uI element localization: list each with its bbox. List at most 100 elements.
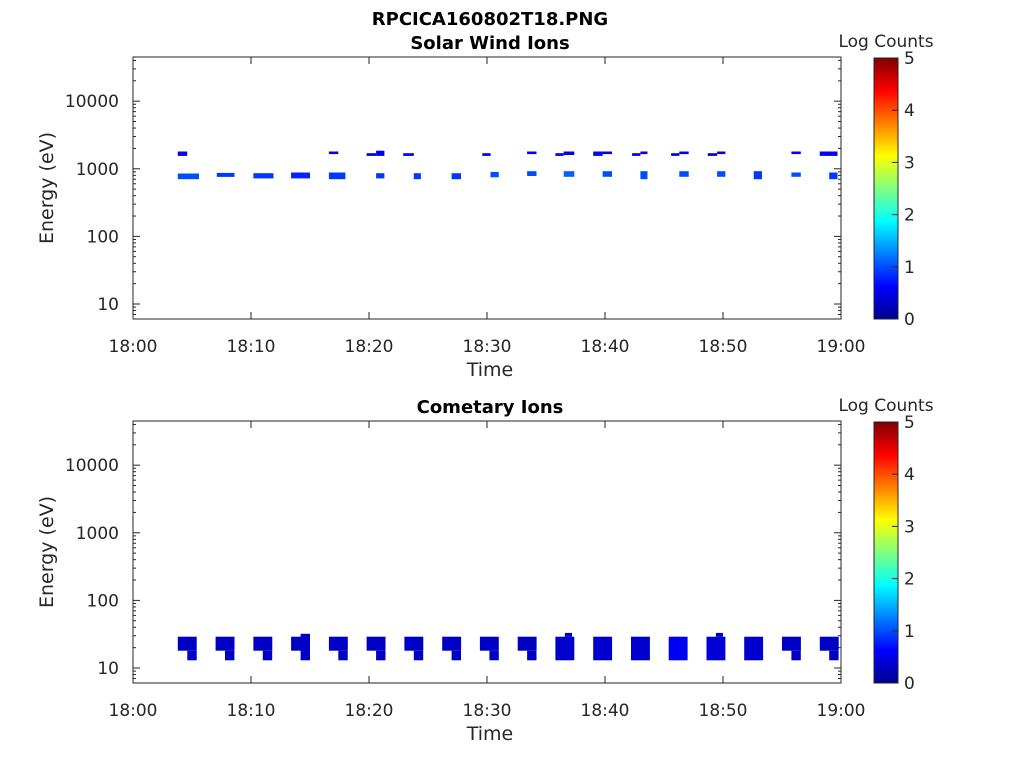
heatmap-cell	[177, 173, 199, 180]
x-tick-label: 18:30	[463, 701, 512, 721]
x-tick-label: 18:20	[345, 701, 394, 721]
heatmap-cell	[631, 636, 650, 661]
colorbar-tick-label: 3	[904, 153, 915, 173]
heatmap-cell	[490, 171, 499, 178]
heatmap-cell	[679, 171, 689, 177]
colorbar-tick-label: 2	[904, 570, 915, 590]
figure-filename-title: RPCICA160802T18.PNG	[372, 9, 608, 30]
x-tick-label: 19:00	[817, 337, 866, 357]
x-tick-label: 18:20	[345, 337, 394, 357]
heatmap-cell	[216, 172, 235, 177]
colorbar-tick-label: 3	[904, 517, 915, 537]
heatmap-cell	[602, 151, 612, 155]
colorbar-tick-label: 1	[904, 258, 915, 278]
heatmap-cell	[328, 172, 346, 180]
heatmap-cell	[366, 636, 386, 651]
heatmap-cell	[593, 636, 613, 661]
heatmap-cell	[744, 636, 764, 661]
heatmap-cell	[291, 172, 310, 179]
heatmap-cell	[177, 636, 197, 651]
heatmap-cell	[782, 636, 801, 651]
panel-title: Cometary Ions	[417, 397, 564, 418]
heatmap-cell	[632, 153, 641, 156]
x-tick-label: 18:50	[699, 701, 748, 721]
x-tick-label: 18:30	[463, 337, 512, 357]
heatmap-cell	[451, 650, 461, 661]
heatmap-cells	[177, 632, 839, 661]
heatmap-cell	[262, 650, 273, 661]
heatmap-cell	[517, 636, 537, 651]
panel-title: Solar Wind Ions	[410, 33, 569, 54]
x-axis-label: Time	[466, 359, 514, 381]
axes-frame	[132, 56, 842, 320]
heatmap-cell	[413, 173, 421, 180]
heatmap-cell	[527, 171, 537, 176]
heatmap-cell	[791, 172, 801, 177]
heatmap-cell	[366, 153, 376, 156]
colorbar-tick-label: 4	[904, 101, 915, 121]
heatmap-cell	[829, 650, 839, 661]
colorbar-ticks: 0 1 2 3 4 5	[892, 413, 915, 694]
colorbar-tick-label: 5	[904, 413, 915, 433]
x-tick-label: 18:00	[109, 337, 158, 357]
heatmap-cell	[376, 650, 386, 661]
x-tick-label: 18:10	[227, 337, 276, 357]
heatmap-cell	[376, 150, 385, 156]
heatmap-cell	[717, 151, 726, 155]
panel-solar-wind-ions: Solar Wind Ions 18:00 18:10 18:20 18:30 18:4…	[36, 32, 934, 381]
heatmap-cell	[563, 151, 575, 155]
colorbar: Log Counts 0 1 2 3 4 5	[838, 32, 933, 330]
heatmap-cell	[564, 632, 572, 637]
heatmap-cell	[253, 636, 273, 651]
heatmap-cell	[706, 636, 726, 661]
x-tick-label: 18:50	[699, 337, 748, 357]
heatmap-cell	[593, 151, 603, 156]
y-tick-label: 100	[87, 591, 119, 611]
y-tick-label: 10000	[65, 92, 119, 112]
x-tick-label: 18:00	[109, 701, 158, 721]
heatmap-cell	[451, 173, 461, 180]
heatmap-cell	[668, 636, 688, 661]
heatmap-cell	[403, 153, 414, 156]
heatmap-cell	[791, 151, 801, 155]
axis-ticks: 18:00 18:10 18:20 18:30 18:40 18:50 19:00 10 100…	[65, 57, 866, 357]
heatmap-cell	[717, 171, 726, 177]
y-tick-label: 1000	[76, 160, 119, 180]
colorbar: Log Counts 0 1 2 3 4 5	[838, 396, 933, 694]
y-axis-label: Energy (eV)	[36, 132, 58, 244]
heatmap-cell	[527, 650, 537, 661]
heatmap-cell	[215, 636, 235, 651]
heatmap-cell	[413, 650, 424, 661]
heatmap-cell	[791, 650, 801, 661]
y-axis-label: Energy (eV)	[36, 496, 58, 608]
heatmap-cell	[225, 650, 235, 661]
heatmap-cell	[679, 151, 689, 155]
heatmap-cell	[829, 172, 838, 180]
heatmap-cell	[753, 171, 762, 180]
heatmap-cell	[819, 151, 838, 156]
x-tick-label: 18:40	[581, 701, 630, 721]
colorbar-label: Log Counts	[838, 32, 933, 52]
panel-cometary-ions: Cometary Ions 18:00 18:10 18:20 18:30 18:40 1…	[36, 396, 934, 745]
heatmap-cell	[187, 650, 197, 661]
colorbar-tick-label: 2	[904, 206, 915, 226]
heatmap-cell	[376, 173, 385, 179]
heatmap-cell	[715, 632, 723, 637]
heatmap-cell	[640, 171, 648, 180]
heatmap-cell	[707, 153, 718, 156]
colorbar-tick-label: 0	[904, 310, 915, 330]
colorbar-label: Log Counts	[838, 396, 933, 416]
colorbar-tick-label: 4	[904, 465, 915, 485]
heatmap-cells	[177, 150, 838, 180]
x-axis-label: Time	[466, 723, 514, 745]
colorbar-tick-label: 0	[904, 674, 915, 694]
heatmap-cell	[819, 636, 839, 651]
heatmap-cell	[640, 151, 648, 155]
heatmap-cell	[602, 171, 612, 177]
heatmap-cell	[489, 650, 499, 661]
heatmap-cell	[328, 151, 339, 155]
heatmap-cell	[527, 151, 537, 155]
colorbar-tick-label: 1	[904, 622, 915, 642]
heatmap-cell	[253, 173, 274, 179]
x-tick-label: 19:00	[817, 701, 866, 721]
